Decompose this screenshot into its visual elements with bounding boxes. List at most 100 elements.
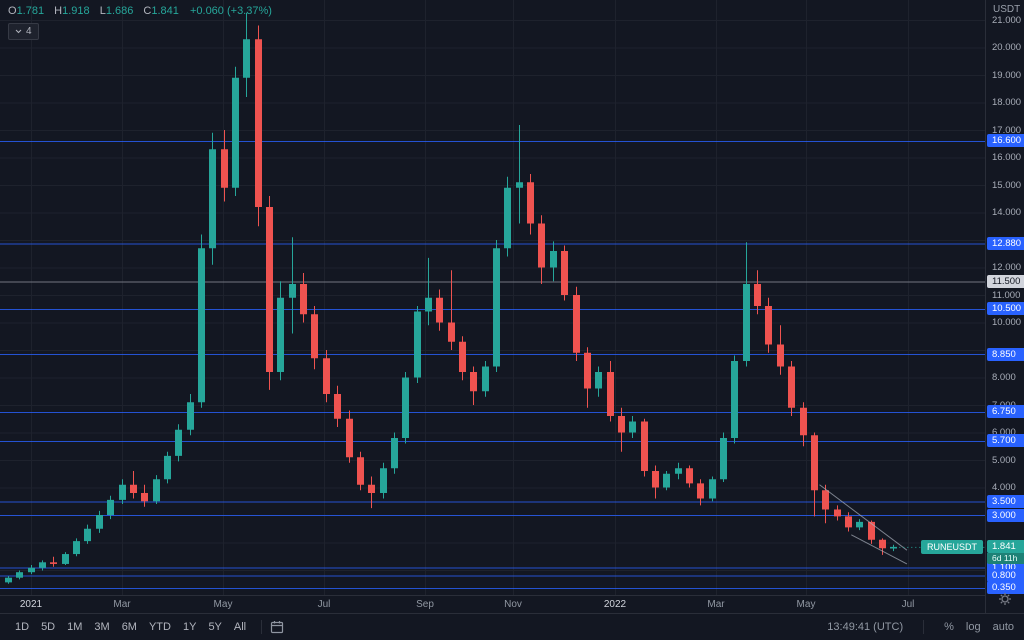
- level-price-label[interactable]: 3.000: [987, 509, 1024, 522]
- open-label: O: [8, 5, 17, 17]
- go-to-date-icon[interactable]: [270, 620, 284, 634]
- candle-body: [96, 515, 103, 529]
- time-axis-label: Mar: [707, 599, 725, 610]
- candle-body: [243, 39, 250, 78]
- level-price-label[interactable]: 8.850: [987, 348, 1024, 361]
- percent-scale-button[interactable]: %: [944, 621, 954, 633]
- time-axis[interactable]: 2021 Mar May Jul Sep Nov 2022 Mar May Jul: [0, 595, 985, 614]
- candle-body: [368, 484, 375, 493]
- price-axis[interactable]: USDT 21.000 20.000 19.000 18.000 17.000 16.00…: [985, 0, 1024, 613]
- candle-body: [663, 473, 670, 488]
- candle-body: [788, 366, 795, 408]
- candle-body: [62, 554, 69, 564]
- candle-body: [107, 499, 114, 515]
- close-label: C: [143, 5, 152, 17]
- candle-body: [845, 516, 852, 528]
- candle-body: [187, 402, 194, 430]
- candle-body: [618, 416, 625, 433]
- candle-body: [538, 223, 545, 268]
- candle-body: [811, 435, 818, 491]
- candle-body: [834, 509, 841, 517]
- candle-body: [890, 546, 897, 549]
- candle-body: [425, 297, 432, 312]
- range-button-1y[interactable]: 1Y: [182, 621, 197, 633]
- toolbar-divider: [261, 620, 263, 634]
- candle-body: [402, 377, 409, 438]
- price-tick-label: 11.000: [992, 290, 1021, 301]
- candle-body: [765, 306, 772, 345]
- candle-body: [777, 344, 784, 367]
- price-tick-label: 4.000: [992, 482, 1016, 493]
- level-price-label[interactable]: 12.880: [987, 237, 1024, 250]
- candle-body: [130, 484, 137, 493]
- level-price-label[interactable]: 11.500: [987, 275, 1024, 288]
- trendline[interactable]: [851, 534, 908, 565]
- candle-body: [743, 284, 750, 361]
- candle-body: [380, 468, 387, 493]
- candle-body: [720, 438, 727, 480]
- candle-body: [629, 421, 636, 433]
- candle-body: [561, 251, 568, 295]
- candle-body: [73, 541, 80, 555]
- candle-body: [731, 361, 738, 438]
- range-button-6m[interactable]: 6M: [121, 621, 137, 633]
- candle-body: [84, 528, 91, 542]
- level-price-label[interactable]: 6.750: [987, 405, 1024, 418]
- range-button-3m[interactable]: 3M: [94, 621, 110, 633]
- level-price-label[interactable]: 0.800: [987, 569, 1024, 582]
- level-price-label[interactable]: 3.500: [987, 495, 1024, 508]
- level-price-label[interactable]: 10.500: [987, 302, 1024, 315]
- range-button-1d[interactable]: 1D: [15, 621, 30, 633]
- price-tick-label: 18.000: [992, 97, 1022, 108]
- level-price-label[interactable]: 16.600: [987, 134, 1024, 147]
- candle-body: [800, 407, 807, 436]
- collapsed-legend-badge[interactable]: 4: [8, 23, 39, 40]
- candle-body: [754, 284, 761, 306]
- candle-body: [697, 483, 704, 499]
- range-switcher: 1D 5D 1M 3M 6M YTD 1Y 5Y All: [10, 619, 253, 635]
- candle-body: [675, 468, 682, 474]
- candle-body: [652, 471, 659, 488]
- bottom-toolbar: 1D 5D 1M 3M 6M YTD 1Y 5Y All 13:49:41 (UTC) % lo…: [0, 613, 1024, 640]
- auto-scale-button[interactable]: auto: [992, 621, 1014, 633]
- time-axis-label: Jul: [317, 599, 331, 610]
- candlestick-chart[interactable]: [0, 0, 985, 595]
- level-price-label[interactable]: 0.350: [987, 581, 1024, 594]
- bar-countdown: 6d 11h: [987, 553, 1024, 564]
- clock[interactable]: 13:49:41 (UTC): [827, 621, 904, 633]
- range-button-5d[interactable]: 5D: [41, 621, 56, 633]
- level-price-label[interactable]: 5.700: [987, 434, 1024, 447]
- range-button-ytd[interactable]: YTD: [148, 621, 171, 633]
- axis-settings-gear-icon[interactable]: [998, 592, 1012, 609]
- candle-body: [141, 493, 148, 502]
- time-axis-label: 2021: [19, 599, 43, 610]
- candle-body: [5, 577, 12, 583]
- candle-body: [266, 207, 273, 372]
- candle-body: [209, 149, 216, 249]
- log-scale-button[interactable]: log: [965, 621, 981, 633]
- price-tick-label: 10.000: [992, 317, 1022, 328]
- candle-body: [164, 455, 171, 480]
- trendline[interactable]: [819, 484, 908, 551]
- low-label: L: [99, 5, 106, 17]
- candle-body: [482, 366, 489, 392]
- candle-body: [459, 341, 466, 372]
- candle-body: [879, 539, 886, 549]
- range-button-5y[interactable]: 5Y: [208, 621, 222, 633]
- candle-body: [289, 284, 296, 298]
- low-value: 1.686: [105, 5, 134, 17]
- high-value: 1.918: [62, 5, 90, 17]
- candle-body: [198, 248, 205, 403]
- candle-body: [221, 149, 228, 188]
- last-price-label: 1.841: [987, 540, 1024, 553]
- candle-body: [119, 484, 126, 500]
- candle-body: [686, 468, 693, 484]
- candle-body: [550, 251, 557, 268]
- range-button-1m[interactable]: 1M: [67, 621, 83, 633]
- candle-body: [39, 562, 46, 568]
- range-button-all[interactable]: All: [233, 621, 247, 633]
- candle-body: [255, 39, 262, 207]
- chart-pane[interactable]: O1.781 H1.918 L1.686 C1.841 +0.060 (+3.3…: [0, 0, 985, 595]
- candle-body: [28, 567, 35, 573]
- high-label: H: [54, 5, 63, 17]
